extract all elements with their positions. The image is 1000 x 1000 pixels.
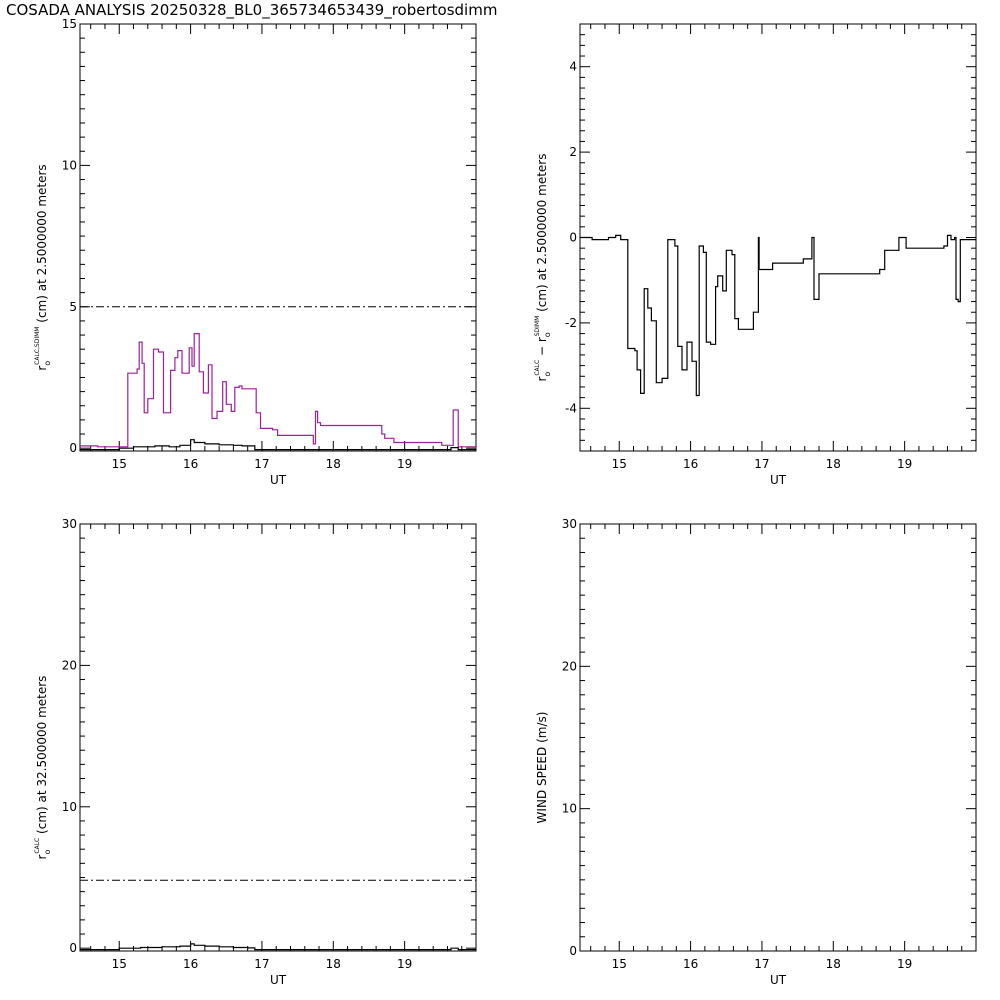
x-tick-label: 19	[397, 457, 412, 471]
y-tick-label: 10	[562, 802, 577, 816]
x-tick-label: 16	[183, 457, 198, 471]
y-tick-label: 20	[562, 659, 577, 673]
y-axis-label: roCALC,SDIMM (cm) at 2.5000000 meters	[34, 164, 52, 370]
y-tick-label: -4	[565, 401, 577, 415]
x-tick-label: 16	[183, 957, 198, 971]
x-tick-label: 18	[826, 957, 841, 971]
y-label-text: WIND SPEED (m/s)	[535, 712, 549, 824]
y-axis-label: roCALC (cm) at 32.500000 meters	[34, 676, 52, 860]
plot-frame	[579, 23, 977, 452]
plot-frame	[79, 23, 477, 452]
x-tick-label: 17	[254, 457, 269, 471]
x-axis-label: UT	[770, 473, 787, 487]
y-tick-label: 30	[62, 517, 77, 531]
y-label-minus-symbol: − r	[535, 337, 549, 360]
x-tick-label: 17	[254, 957, 269, 971]
y-label-units: (cm) at 2.5000000 meters	[535, 154, 549, 316]
series-line-1	[80, 439, 476, 451]
plot-frame	[579, 523, 977, 952]
y-label-subscript: o	[43, 361, 52, 366]
y-tick-label: 30	[562, 517, 577, 531]
x-tick-label: 16	[683, 957, 698, 971]
x-tick-label: 18	[326, 457, 341, 471]
y-tick-label: 15	[62, 17, 77, 31]
y-label-superscript: CALC	[534, 360, 541, 376]
y-label-subscript: o	[543, 332, 552, 337]
y-tick-label: 0	[69, 941, 77, 955]
y-tick-label: -2	[565, 316, 577, 330]
plot-frame	[79, 523, 477, 952]
x-tick-label: 19	[897, 957, 912, 971]
x-tick-label: 17	[754, 457, 769, 471]
y-tick-label: 2	[569, 145, 577, 159]
y-tick-label: 10	[62, 158, 77, 172]
x-tick-label: 19	[397, 957, 412, 971]
series-line-0	[580, 234, 976, 397]
y-label-superscript: CALC,SDIMM	[34, 327, 41, 365]
x-tick-label: 15	[612, 957, 627, 971]
y-tick-label: 4	[569, 60, 577, 74]
y-tick-label: 10	[62, 800, 77, 814]
y-label-symbol: r	[35, 366, 49, 371]
x-tick-label: 18	[826, 457, 841, 471]
y-tick-label: 20	[62, 658, 77, 672]
y-label-units: (cm) at 2.5000000 meters	[35, 164, 49, 326]
x-tick-label: 15	[112, 457, 127, 471]
x-tick-label: 17	[754, 957, 769, 971]
series-line-0	[80, 943, 476, 951]
chart-br: 15 16 17 18 19 0 10 20 30 UT WIND SPEED (m/s)	[535, 517, 977, 987]
y-axis-label: WIND SPEED (m/s)	[535, 712, 549, 824]
y-tick-label: 5	[69, 300, 77, 314]
x-tick-label: 19	[897, 457, 912, 471]
x-tick-label: 18	[326, 957, 341, 971]
chart-tl: 15 16 17 18 19 0 5 10 15 UT roCALC,SDIMM (cm) at 2…	[34, 17, 477, 487]
x-axis-label: UT	[270, 973, 287, 987]
y-label-superscript: SDIMM	[534, 316, 541, 337]
x-tick-label: 15	[612, 457, 627, 471]
y-label-symbol: r	[535, 376, 549, 381]
x-tick-label: 16	[683, 457, 698, 471]
y-tick-label: 0	[69, 441, 77, 455]
page-title: COSADA ANALYSIS 20250328_BL0_36573465343…	[6, 1, 498, 19]
y-label-subscript: o	[543, 372, 552, 377]
x-tick-label: 15	[112, 957, 127, 971]
y-tick-label: 0	[569, 231, 577, 245]
y-label-units: (cm) at 32.500000 meters	[35, 676, 49, 838]
series-line-0	[80, 333, 476, 449]
y-label-subscript: o	[43, 850, 52, 855]
y-axis-label: roCALC − roSDIMM (cm) at 2.5000000 meter…	[534, 154, 552, 382]
chart-bl: 15 16 17 18 19 0 10 20 30 UT roCALC (cm) at 32.500…	[34, 517, 477, 987]
y-tick-label: 0	[569, 944, 577, 958]
y-label-superscript: CALC	[34, 838, 41, 854]
x-axis-label: UT	[770, 973, 787, 987]
x-axis-label: UT	[270, 473, 287, 487]
y-label-symbol: r	[35, 854, 49, 859]
